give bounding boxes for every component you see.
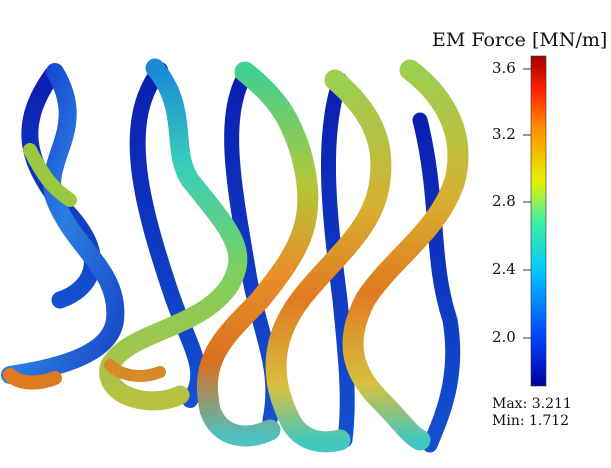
coil-1 [1, 63, 125, 390]
colorbar [523, 55, 547, 387]
colorbar-title: EM Force [MN/m] [432, 29, 608, 51]
coil-5 [342, 59, 469, 451]
colorbar-gradient [530, 55, 547, 387]
colorbar-tick-label: 3.6 [492, 59, 516, 77]
colorbar-tick-label: 2.0 [492, 328, 516, 346]
max-label: Max: 3.211 [492, 396, 572, 412]
coil-3 [196, 61, 319, 447]
coil-2 [99, 58, 248, 411]
coil-4 [265, 69, 392, 453]
coil-back-strands [21, 62, 461, 453]
colorbar-tick-label: 2.4 [492, 260, 516, 278]
min-label: Min: 1.712 [492, 413, 570, 429]
colorbar-tick-label: 3.2 [492, 125, 516, 143]
colorbar-ticks [523, 68, 531, 339]
colorbar-tick-label: 2.8 [492, 192, 516, 210]
